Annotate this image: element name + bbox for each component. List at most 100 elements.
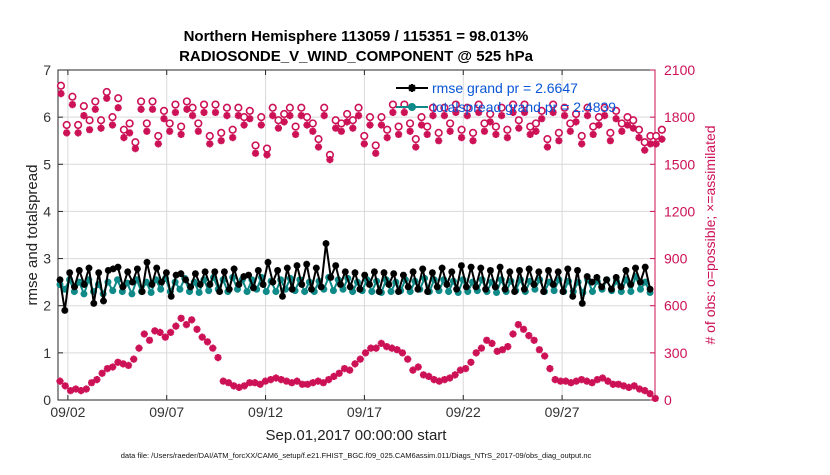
- data-point: [250, 284, 257, 292]
- data-point: [652, 131, 661, 141]
- data-point: [219, 377, 227, 385]
- data-point: [211, 100, 220, 109]
- data-point: [102, 87, 111, 97]
- data-point: [292, 130, 300, 138]
- data-point: [606, 137, 614, 145]
- data-point: [114, 358, 122, 366]
- data-point: [457, 125, 466, 134]
- data-point: [109, 287, 117, 295]
- data-point: [531, 119, 541, 128]
- data-point: [389, 108, 397, 116]
- data-point: [314, 377, 322, 385]
- data-point: [269, 278, 277, 286]
- rmse-series-line: [59, 243, 652, 311]
- data-point: [61, 307, 69, 314]
- data-point: [395, 130, 403, 138]
- legend-label: totalspread grand pr = 2.4839: [432, 99, 616, 115]
- legend: rmse grand pr = 2.6647 totalspread grand …: [396, 80, 616, 115]
- data-point: [468, 128, 478, 137]
- data-point: [550, 287, 558, 295]
- data-point: [520, 100, 529, 109]
- data-point: [145, 336, 154, 344]
- data-point: [532, 127, 540, 135]
- data-point: [448, 268, 456, 276]
- data-point: [559, 288, 567, 295]
- data-point: [251, 379, 259, 387]
- data-point: [114, 263, 122, 271]
- data-point: [167, 328, 175, 336]
- data-point: [66, 387, 75, 395]
- data-point: [467, 263, 475, 271]
- data-point: [377, 121, 385, 129]
- data-point: [555, 137, 563, 145]
- data-point: [480, 127, 489, 135]
- data-point: [408, 84, 416, 92]
- data-point: [588, 278, 596, 286]
- data-point: [114, 104, 122, 112]
- data-point: [618, 127, 626, 135]
- data-point: [109, 363, 117, 371]
- data-point: [205, 131, 214, 141]
- data-point: [503, 134, 511, 142]
- data-point: [98, 369, 106, 377]
- data-point: [303, 121, 311, 129]
- data-point: [417, 113, 426, 122]
- data-point: [172, 322, 180, 330]
- data-point: [85, 116, 94, 125]
- data-point: [606, 128, 615, 137]
- y-tick-label-left: 1: [43, 345, 51, 361]
- data-point: [595, 121, 603, 129]
- data-point: [530, 336, 538, 344]
- low-count-series: [56, 314, 659, 402]
- data-point: [440, 112, 448, 120]
- data-point: [153, 264, 161, 272]
- data-point: [156, 328, 164, 336]
- data-point: [446, 127, 454, 135]
- data-point: [206, 140, 214, 148]
- data-point: [325, 376, 333, 384]
- data-point: [601, 112, 609, 120]
- data-point: [629, 124, 637, 132]
- data-point: [569, 292, 577, 300]
- data-point: [504, 343, 512, 351]
- data-point: [351, 269, 359, 277]
- data-point: [641, 146, 649, 154]
- data-point: [225, 379, 233, 387]
- data-point: [68, 101, 76, 109]
- data-point: [395, 288, 402, 295]
- data-point: [285, 103, 294, 112]
- data-point: [538, 115, 546, 123]
- data-point: [546, 365, 554, 373]
- data-point: [604, 377, 612, 385]
- data-point: [194, 119, 203, 128]
- data-point: [452, 108, 460, 116]
- data-point: [187, 283, 194, 291]
- data-point: [541, 352, 549, 360]
- data-point: [456, 366, 464, 374]
- y-axis-label-right: # of obs: o=possible; ×=assimilated: [702, 125, 718, 344]
- data-point: [183, 105, 191, 113]
- data-point: [200, 108, 208, 116]
- data-point: [440, 103, 449, 112]
- data-point: [658, 135, 666, 143]
- data-point: [414, 285, 422, 293]
- data-point: [88, 379, 96, 387]
- data-point: [124, 268, 132, 276]
- data-point: [458, 134, 466, 142]
- data-point: [577, 131, 586, 141]
- data-point: [351, 360, 359, 368]
- data-point: [317, 283, 325, 291]
- data-point: [235, 383, 243, 391]
- data-point: [646, 390, 654, 398]
- data-point: [349, 124, 357, 132]
- data-point: [535, 346, 543, 354]
- data-point: [166, 127, 174, 135]
- y-tick-label-left: 2: [43, 298, 51, 314]
- data-point: [201, 268, 209, 276]
- data-point: [446, 119, 455, 128]
- data-point: [138, 288, 146, 295]
- data-point: [520, 325, 528, 333]
- data-point: [304, 380, 312, 388]
- data-point: [103, 94, 111, 102]
